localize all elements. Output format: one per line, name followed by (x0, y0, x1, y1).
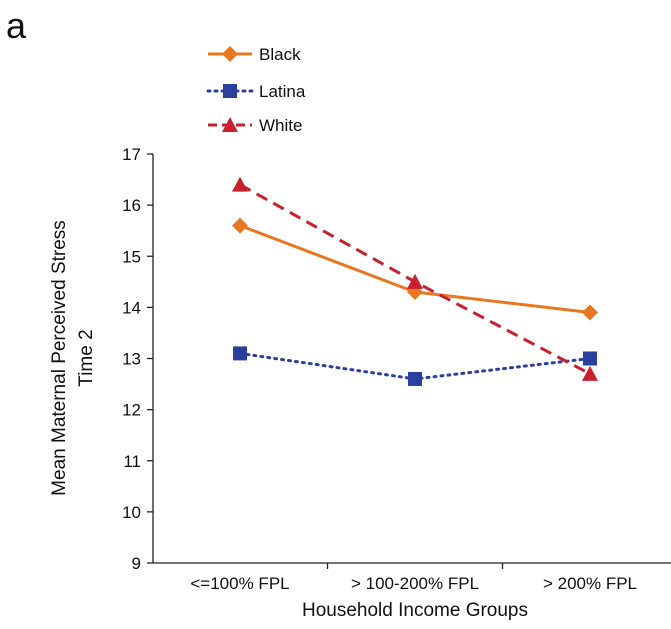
x-axis-title: Household Income Groups (302, 600, 528, 621)
legend-marker (222, 117, 238, 132)
y-tick-label: 17 (122, 145, 141, 164)
legend-item-black: Black (208, 45, 301, 64)
data-point (232, 217, 248, 234)
data-point (583, 351, 597, 366)
data-point (582, 365, 598, 381)
y-tick-label: 12 (122, 401, 141, 420)
series-layer (232, 176, 598, 386)
data-point (233, 346, 247, 361)
legend-label: White (259, 116, 302, 135)
y-axis: 9 10 11 12 13 14 15 16 17 (122, 145, 154, 573)
y-axis-title-line-2: Time 2 (76, 329, 97, 386)
y-tick-label: 9 (132, 554, 141, 573)
y-tick-label: 16 (122, 196, 141, 215)
legend-item-white: White (208, 116, 302, 135)
y-axis-title: Mean Maternal Perceived Stress Time 2 (49, 220, 97, 496)
data-point (407, 273, 423, 289)
x-tick-label: > 100-200% FPL (351, 574, 479, 593)
y-tick-label: 14 (122, 298, 141, 317)
data-point (408, 371, 422, 386)
data-point (582, 304, 598, 321)
y-tick-label: 10 (122, 503, 141, 522)
data-point (232, 176, 248, 192)
legend-label: Latina (259, 82, 306, 101)
y-tick-label: 13 (122, 350, 141, 369)
legend-item-latina: Latina (206, 82, 306, 101)
series-black (232, 217, 598, 321)
legend-marker (223, 84, 237, 98)
series-white (232, 176, 598, 381)
y-tick-label: 11 (123, 452, 141, 471)
y-axis-title-line-1: Mean Maternal Perceived Stress (49, 220, 70, 496)
x-tick-label: <=100% FPL (190, 574, 289, 593)
series-latina (233, 346, 597, 386)
legend: Black Latina White (206, 45, 306, 135)
x-tick-label: > 200% FPL (543, 574, 637, 593)
panel-label: a (6, 5, 27, 46)
legend-label: Black (259, 45, 301, 64)
legend-marker (222, 46, 238, 62)
y-tick-label: 15 (122, 247, 141, 266)
x-axis: <=100% FPL > 100-200% FPL > 200% FPL (153, 562, 671, 593)
